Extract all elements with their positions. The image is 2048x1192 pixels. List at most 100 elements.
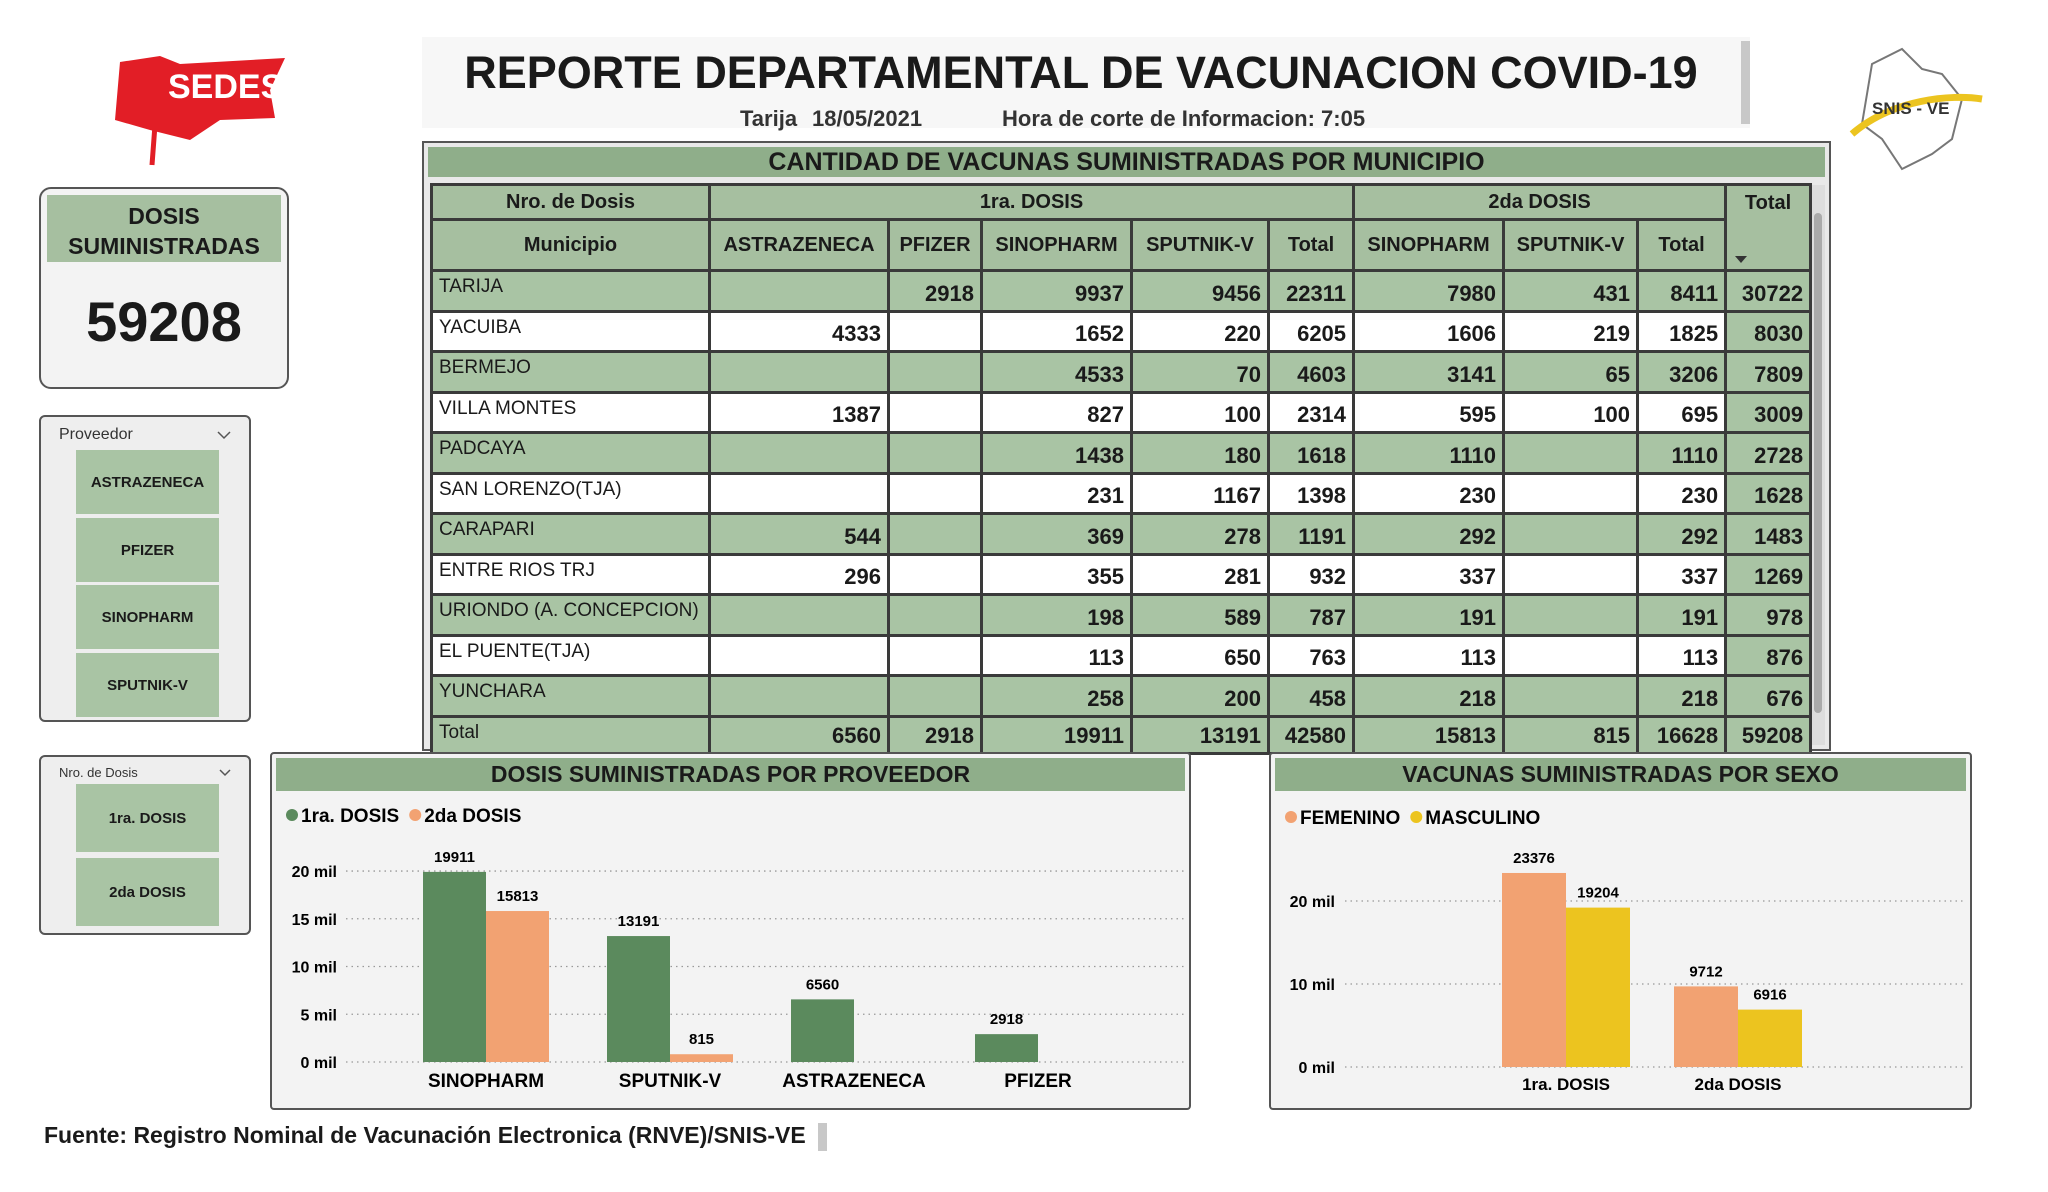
slicer-button[interactable]: 1ra. DOSIS [76, 784, 219, 852]
data-label: 19911 [434, 849, 475, 866]
table-cell [1502, 593, 1640, 637]
data-label: 815 [689, 1031, 714, 1048]
row-label: VILLA MONTES [430, 390, 711, 434]
table-cell: 218 [1636, 674, 1728, 718]
table-cell: 231 [980, 471, 1133, 515]
y-tick-label: 10 mil [1290, 977, 1335, 994]
slicer-button[interactable]: SPUTNIK-V [76, 653, 219, 717]
table-cell: 218 [1352, 674, 1506, 718]
slicer-button[interactable]: SINOPHARM [76, 585, 219, 649]
y-tick-label: 15 mil [292, 912, 337, 929]
table-cell [887, 309, 983, 353]
table-cell: 258 [980, 674, 1133, 718]
table-cell: 4533 [980, 350, 1133, 394]
table-cell: 22311 [1266, 269, 1356, 313]
legend-label: MASCULINO [1425, 808, 1540, 829]
row-label: URIONDO (A. CONCEPCION) [430, 593, 711, 637]
bar [486, 911, 549, 1062]
chart-title: VACUNAS SUMINISTRADAS POR SEXO [1275, 758, 1966, 791]
table-cell: 1628 [1724, 471, 1813, 515]
scrollbar[interactable] [1811, 185, 1825, 745]
slicer-button[interactable]: PFIZER [76, 518, 219, 582]
table-cell: 7809 [1724, 350, 1813, 394]
table-cell: 589 [1130, 593, 1270, 637]
table-cell [1502, 674, 1640, 718]
table-cell: 200 [1130, 674, 1270, 718]
table-title: CANTIDAD DE VACUNAS SUMINISTRADAS POR MU… [428, 147, 1825, 177]
table-cell: 59208 [1724, 714, 1813, 755]
column-header: SINOPHARM [980, 218, 1133, 272]
slicer-title: Nro. de Dosis [59, 765, 138, 780]
legend-marker [1410, 811, 1423, 823]
x-tick-label: SINOPHARM [428, 1071, 544, 1092]
row-label: TARIJA [430, 269, 711, 313]
group-header: Total [1724, 183, 1813, 272]
row-label: EL PUENTE(TJA) [430, 633, 711, 677]
table-cell: 6560 [708, 714, 890, 755]
table-cell: 595 [1352, 390, 1506, 434]
table-cell: 198 [980, 593, 1133, 637]
table-cell: 8030 [1724, 309, 1813, 353]
legend-marker [286, 809, 298, 821]
table-cell: 1167 [1130, 471, 1270, 515]
cutoff-time: Hora de corte de Informacion: 7:05 [1002, 106, 1366, 131]
logo-text: SNIS - VE [1872, 99, 1949, 118]
table-cell: 1652 [980, 309, 1133, 353]
table-cell [887, 512, 983, 556]
table-cell: 100 [1130, 390, 1270, 434]
y-tick-label: 10 mil [292, 960, 337, 977]
dropdown-chevron[interactable] [217, 431, 231, 440]
table-cell [1502, 431, 1640, 475]
legend-marker [409, 809, 422, 821]
data-label: 6916 [1753, 987, 1786, 1004]
table-cell: 30722 [1724, 269, 1813, 313]
location: Tarija [740, 106, 798, 131]
table-cell [708, 350, 890, 394]
table-cell: 1483 [1724, 512, 1813, 556]
table-cell: 4333 [708, 309, 890, 353]
table-cell [887, 431, 983, 475]
table-cell: 3206 [1636, 350, 1728, 394]
table-cell: 15813 [1352, 714, 1506, 755]
table-panel: CANTIDAD DE VACUNAS SUMINISTRADAS POR MU… [422, 141, 1831, 755]
table-cell: 932 [1266, 552, 1356, 596]
x-tick-label: PFIZER [1004, 1071, 1072, 1092]
table-cell: 113 [1636, 633, 1728, 677]
table-cell [887, 552, 983, 596]
y-tick-label: 0 mil [1299, 1060, 1335, 1077]
row-label: BERMEJO [430, 350, 711, 394]
scroll-thumb[interactable] [1814, 213, 1822, 713]
column-header: Municipio [430, 218, 711, 272]
table-cell: 6205 [1266, 309, 1356, 353]
table-cell: 296 [708, 552, 890, 596]
table-cell: 876 [1724, 633, 1813, 677]
table-cell: 191 [1352, 593, 1506, 637]
x-tick-label: 1ra. DOSIS [1522, 1075, 1610, 1094]
table-cell: 278 [1130, 512, 1270, 556]
group-header: 2da DOSIS [1352, 183, 1728, 221]
column-header: SPUTNIK-V [1130, 218, 1270, 272]
data-label: 15813 [497, 888, 539, 905]
table-cell: 1618 [1266, 431, 1356, 475]
table-cell: 1438 [980, 431, 1133, 475]
snis-logo: SNIS - VE [1849, 47, 1983, 171]
report-date: 18/05/2021 [812, 106, 923, 131]
dropdown-chevron[interactable] [219, 769, 231, 777]
table-cell: 65 [1502, 350, 1640, 394]
bar [791, 999, 854, 1062]
x-tick-label: ASTRAZENECA [782, 1071, 926, 1092]
y-tick-label: 20 mil [292, 864, 337, 881]
slicer-button[interactable]: ASTRAZENECA [76, 450, 219, 514]
source: Fuente: Registro Nominal de Vacunación E… [44, 1122, 806, 1148]
group-header: 1ra. DOSIS [707, 183, 1356, 221]
table-cell [887, 390, 983, 434]
provider-slicer: Proveedor ASTRAZENECA PFIZER SINOPHARM S… [39, 415, 251, 722]
table-cell: 13191 [1130, 714, 1270, 755]
table-cell: 458 [1266, 674, 1356, 718]
slicer-button[interactable]: 2da DOSIS [76, 858, 219, 926]
sort-indicator[interactable] [1735, 256, 1748, 263]
table-cell [887, 674, 983, 718]
table-cell [1502, 633, 1640, 677]
table-cell: 42580 [1266, 714, 1356, 755]
